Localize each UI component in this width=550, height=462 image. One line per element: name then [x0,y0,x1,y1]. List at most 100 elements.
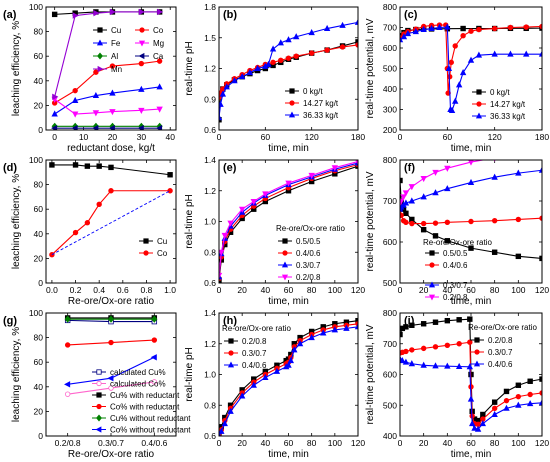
legend-marker [282,238,288,244]
data-point [250,381,257,388]
data-point [151,315,158,323]
data-point [71,111,79,118]
data-point [93,69,99,75]
data-point [467,178,475,186]
legend-label: 0.3/0.7 [296,261,321,270]
x-tick-label: 60 [443,132,453,142]
data-point [219,272,223,279]
data-point [277,39,284,46]
legend-label: 0.5/0.5 [296,237,321,246]
data-point [107,374,114,382]
data-point [468,245,474,251]
y-tick-label: 20 [34,100,44,110]
x-tick-label: 120 [351,285,365,295]
series-line [219,44,358,98]
x-tick-label: 20 [237,285,247,295]
data-point [448,106,456,113]
data-point [409,347,415,353]
x-tick-label: 100 [511,438,525,448]
data-point [323,24,331,31]
data-point [331,165,339,172]
y-tick-label: 600 [383,237,397,247]
series-group [64,315,158,397]
data-point [444,219,451,226]
legend: 0 kg/t 14.27 kg/t 36.33 kg/t [285,87,339,120]
x-tick-label: 100 [511,285,525,295]
data-point [96,201,102,207]
legend-title: Re-ore/Ox-ore ratio [222,324,291,333]
legend-marker [288,111,296,118]
data-point [339,21,346,28]
legend-label: 0 kg/t [303,87,323,96]
y-tick-label: 100 [29,2,43,12]
data-point [108,339,114,346]
data-point [262,191,269,198]
x-tick-label: 40 [261,285,271,295]
y-tick-label: 500 [383,278,397,288]
data-point [71,124,78,130]
y-tick-label: 600 [383,43,397,53]
legend-marker [476,89,482,95]
legend-label: calculated Co% [110,380,166,389]
x-tick-label: 60 [284,438,294,448]
data-point [355,39,358,45]
data-point [151,379,158,385]
legend: Re-ore/Ox-ore ratio 0.2/0.8 0.3/0.7 0.4/0.6 [468,323,537,369]
data-point [467,339,473,345]
y-tick-label: 0.6 [204,125,216,135]
y-axis-label: real-time potential, mV [365,171,376,271]
plot-frame [399,159,543,284]
y-axis-label: leaching efficiency, % [11,21,22,116]
data-point [460,33,466,39]
data-point [84,220,91,226]
data-point [400,36,404,43]
y-tick-label: 1.2 [204,64,216,74]
y-tick-label: 0.6 [204,431,216,441]
series-line [54,98,160,115]
data-point [72,87,78,94]
legend-label: Co [157,249,168,258]
x-tick-label: 0.4 [93,285,105,295]
data-point [293,53,299,59]
y-tick-label: 0.6 [204,278,216,288]
series-line [219,323,358,436]
legend-marker [281,261,289,268]
x-tick-label: 60 [284,285,294,295]
legend-marker [97,27,103,33]
data-point [491,405,498,412]
x-tick-label: 0.3/0.7 [98,438,124,448]
data-point [515,216,522,223]
x-tick-label: 120 [351,438,365,448]
y-tick-label: 0 [38,431,43,441]
data-point [539,390,542,396]
data-point [538,399,542,406]
plot-frame [45,159,177,284]
legend-title: Re-ore/Ox-ore ratio [276,224,345,233]
legend-label: 0.3/0.7 [488,348,513,357]
data-point [265,60,272,67]
legend-label: 0.2/0.8 [488,336,513,345]
data-point [420,321,427,327]
x-tick-label: 30 [137,132,147,142]
data-point [308,172,315,179]
data-point [471,424,478,431]
y-tick-label: 300 [383,105,397,115]
series-line [219,41,358,120]
data-point [64,391,71,397]
data-point [468,420,476,427]
legend-marker [138,52,145,60]
data-point [491,173,498,180]
legend-label: 0.5/0.5 [443,249,468,258]
x-tick-label: 180 [535,132,549,142]
data-point [420,25,427,33]
data-point [460,25,466,32]
y-tick-label: 1.4 [204,308,216,318]
x-tick-label: 80 [307,285,317,295]
x-axis-label: Re-ore/Ox-ore ratio [68,296,155,307]
data-point [109,89,116,96]
data-point [468,218,474,225]
legend-label: Mg [153,39,164,48]
y-tick-label: 80 [34,180,44,190]
data-point [503,388,510,395]
